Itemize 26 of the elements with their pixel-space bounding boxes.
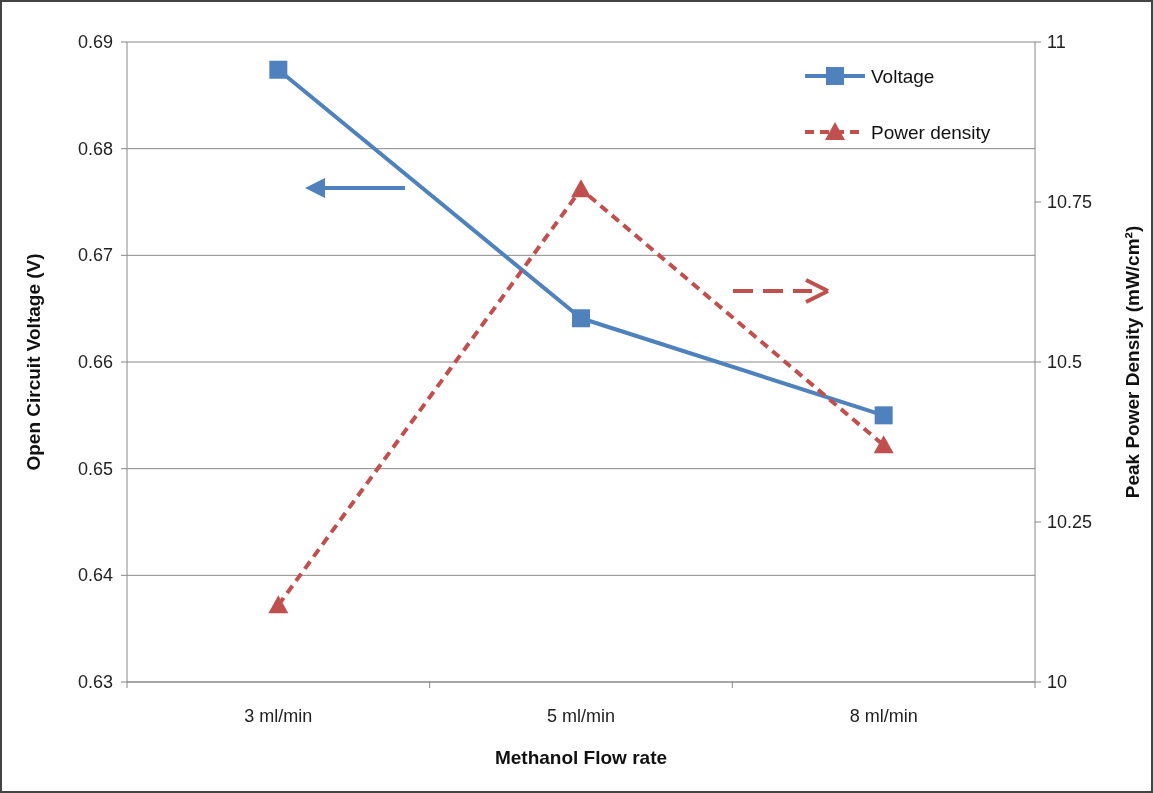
point	[269, 60, 288, 79]
y2-tick-label: 11	[1047, 32, 1066, 52]
y-axis-title: Open Circuit Voltage (V)	[23, 253, 44, 471]
y2-tick-label: 10.5	[1047, 352, 1083, 372]
legend-label: Power density	[871, 122, 991, 143]
y2-tick-label: 10	[1047, 672, 1068, 692]
y2-tick-label: 10.25	[1047, 512, 1093, 532]
y-tick-label: 0.69	[77, 32, 113, 52]
x-tick-label: 8 ml/min	[849, 706, 918, 726]
point	[571, 179, 591, 198]
x-axis-title: Methanol Flow rate	[494, 747, 668, 768]
y-tick-label: 0.63	[77, 672, 113, 692]
y-tick-label: 0.66	[77, 352, 113, 372]
y-tick-label: 0.64	[77, 565, 113, 586]
point	[572, 309, 590, 328]
legend-label: Voltage	[871, 66, 935, 87]
y-tick-label: 0.68	[77, 138, 113, 159]
y2-axis-title: Peak Power Density (mW/cm²)	[1122, 225, 1143, 499]
point	[874, 406, 893, 425]
point	[268, 595, 289, 614]
x-tick-label: 5 ml/min	[546, 706, 616, 726]
y2-tick-label: 10.75	[1047, 192, 1093, 212]
point	[873, 435, 894, 454]
y-tick-label: 0.65	[77, 458, 113, 479]
y-tick-label: 0.67	[77, 245, 113, 266]
x-tick-label: 3 ml/min	[244, 706, 313, 726]
